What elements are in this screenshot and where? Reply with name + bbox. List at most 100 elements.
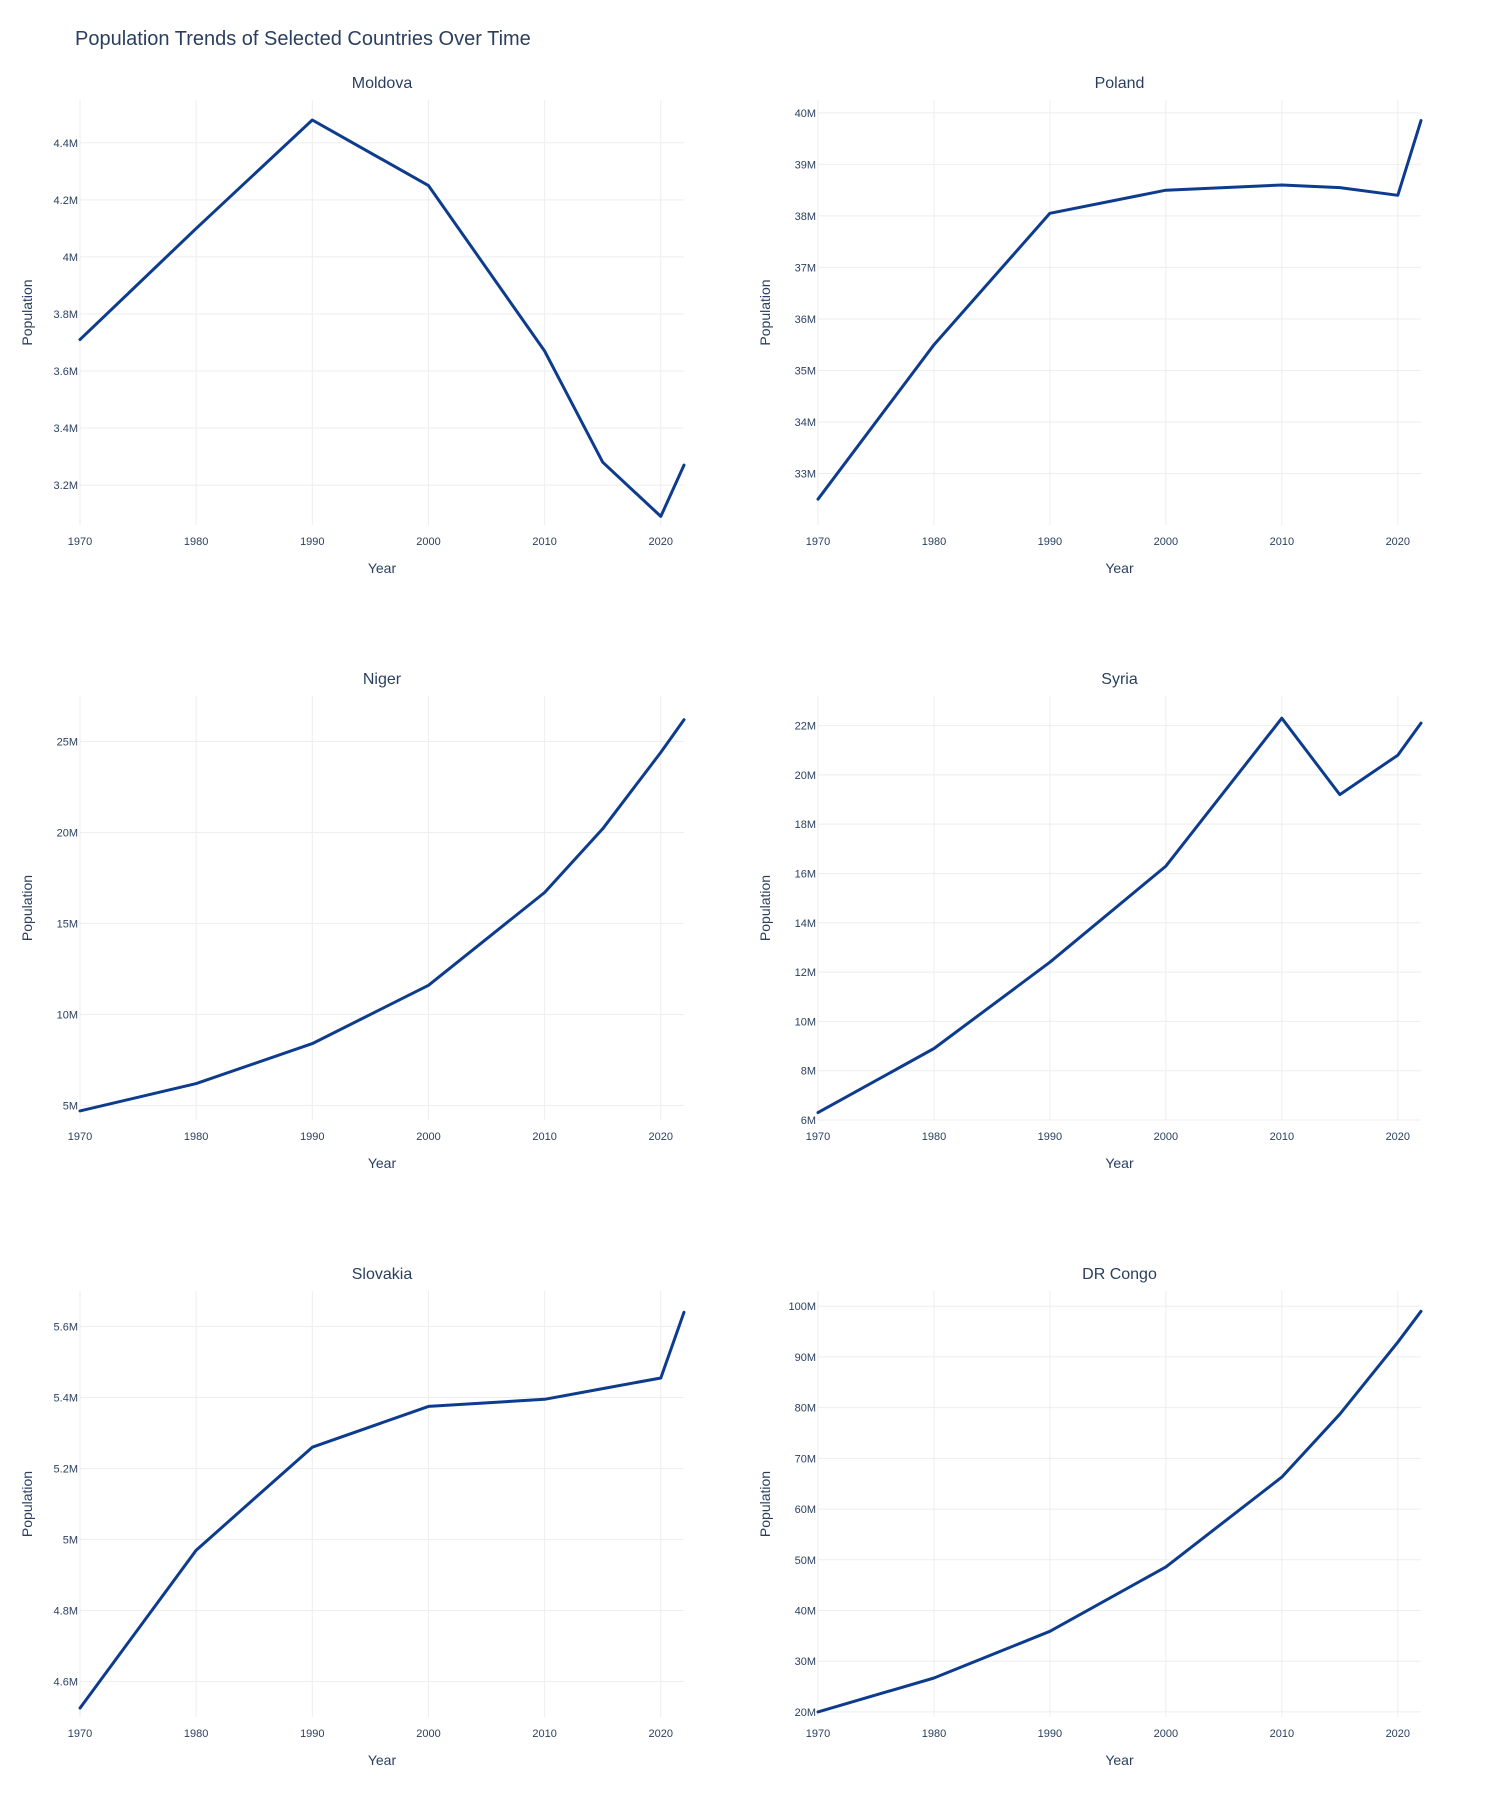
x-tick-label: 1980	[922, 1728, 946, 1740]
y-tick-label: 30M	[795, 1656, 816, 1668]
panel-title: Syria	[1101, 671, 1138, 688]
x-axis-title: Year	[368, 1155, 397, 1171]
x-tick-label: 2000	[1154, 1728, 1178, 1740]
y-tick-label: 4M	[63, 252, 78, 264]
y-tick-label: 37M	[795, 262, 816, 274]
x-axis-title: Year	[1105, 1155, 1134, 1171]
y-tick-label: 14M	[795, 918, 816, 930]
x-tick-label: 2020	[1386, 1131, 1410, 1143]
y-tick-label: 38M	[795, 211, 816, 223]
y-tick-label: 100M	[788, 1301, 816, 1313]
x-tick-label: 1970	[806, 1728, 830, 1740]
y-axis-title: Population	[757, 875, 773, 941]
x-tick-label: 2000	[416, 1131, 440, 1143]
y-axis-title: Population	[757, 279, 773, 345]
series-line	[816, 716, 1423, 1115]
y-tick-label: 4.8M	[54, 1606, 78, 1618]
y-tick-label: 20M	[795, 1707, 816, 1719]
y-tick-label: 20M	[57, 827, 78, 839]
y-tick-label: 36M	[795, 314, 816, 326]
y-tick-label: 18M	[795, 819, 816, 831]
y-tick-label: 50M	[795, 1555, 816, 1567]
y-tick-label: 3.2M	[54, 480, 78, 492]
panel-moldova: 1970 1980 1990 2000 2010 2020 3.2M 3.4M 3.6M 3.8M…	[19, 75, 686, 576]
y-tick-label: 35M	[795, 365, 816, 377]
y-tick-label: 33M	[795, 468, 816, 480]
y-tick-label: 5.6M	[54, 1322, 78, 1334]
x-tick-label: 1970	[68, 536, 92, 548]
panel-title: Niger	[363, 671, 402, 688]
y-tick-label: 40M	[795, 108, 816, 120]
y-tick-label: 3.4M	[54, 423, 78, 435]
x-tick-label: 2000	[416, 536, 440, 548]
x-tick-label: 2000	[1154, 536, 1178, 548]
y-tick-label: 90M	[795, 1352, 816, 1364]
x-tick-label: 1990	[300, 1131, 324, 1143]
x-tick-label: 2010	[1270, 536, 1294, 548]
x-tick-label: 1990	[1038, 536, 1062, 548]
panel-title: Poland	[1095, 75, 1145, 92]
panel-title: DR Congo	[1082, 1266, 1157, 1283]
y-tick-label: 8M	[801, 1066, 816, 1078]
x-tick-label: 2020	[1386, 1728, 1410, 1740]
series-line	[816, 1309, 1423, 1714]
x-tick-label: 1980	[922, 536, 946, 548]
y-tick-label: 20M	[795, 770, 816, 782]
series-line	[78, 118, 686, 518]
y-tick-label: 5M	[63, 1535, 78, 1547]
x-tick-label: 1980	[922, 1131, 946, 1143]
x-tick-label: 2020	[649, 1728, 673, 1740]
y-tick-label: 6M	[801, 1115, 816, 1127]
y-tick-label: 40M	[795, 1606, 816, 1618]
panel-poland: 1970 1980 1990 2000 2010 2020 33M 34M 35M 36M 37M 3…	[757, 75, 1423, 576]
panel-dr-congo: 1970 1980 1990 2000 2010 2020 20M 30M 40M 50M 60M 7…	[757, 1266, 1423, 1768]
panel-syria: 1970 1980 1990 2000 2010 2020 6M 8M 10M 12M 14M 16M…	[757, 671, 1423, 1171]
x-axis-title: Year	[368, 560, 397, 576]
x-tick-label: 1990	[1038, 1131, 1062, 1143]
x-tick-label: 1970	[806, 1131, 830, 1143]
figure-title: Population Trends of Selected Countries …	[75, 28, 531, 50]
panel-niger: 1970 1980 1990 2000 2010 2020 5M 10M 15M 20M 25M Ni…	[19, 671, 686, 1171]
y-tick-label: 60M	[795, 1504, 816, 1516]
series-line	[816, 119, 1423, 501]
y-tick-label: 5.4M	[54, 1393, 78, 1405]
y-axis-title: Population	[19, 279, 35, 345]
y-tick-label: 4.2M	[54, 195, 78, 207]
x-tick-label: 2000	[1154, 1131, 1178, 1143]
x-tick-label: 2010	[1270, 1131, 1294, 1143]
y-tick-label: 70M	[795, 1453, 816, 1465]
y-tick-label: 12M	[795, 967, 816, 979]
x-tick-label: 2010	[532, 536, 556, 548]
y-axis-title: Population	[19, 1471, 35, 1537]
y-tick-label: 10M	[57, 1009, 78, 1021]
x-tick-label: 1990	[1038, 1728, 1062, 1740]
x-tick-label: 1990	[300, 536, 324, 548]
x-axis-title: Year	[368, 1752, 397, 1768]
x-tick-label: 1990	[300, 1728, 324, 1740]
x-tick-label: 1980	[184, 1131, 208, 1143]
y-tick-label: 22M	[795, 721, 816, 733]
x-tick-label: 2020	[1386, 536, 1410, 548]
x-axis-title: Year	[1105, 1752, 1134, 1768]
y-tick-label: 3.6M	[54, 366, 78, 378]
x-tick-label: 2010	[1270, 1728, 1294, 1740]
y-tick-label: 16M	[795, 868, 816, 880]
series-line	[78, 1310, 686, 1710]
x-axis-title: Year	[1105, 560, 1134, 576]
y-axis-title: Population	[19, 875, 35, 941]
x-tick-label: 2020	[649, 1131, 673, 1143]
x-tick-label: 1970	[68, 1131, 92, 1143]
y-tick-label: 5.2M	[54, 1464, 78, 1476]
y-tick-label: 39M	[795, 159, 816, 171]
y-tick-label: 25M	[57, 736, 78, 748]
series-line	[78, 718, 686, 1113]
x-tick-label: 2010	[532, 1131, 556, 1143]
y-tick-label: 10M	[795, 1016, 816, 1028]
y-tick-label: 4.6M	[54, 1677, 78, 1689]
panel-slovakia: 1970 1980 1990 2000 2010 2020 4.6M 4.8M 5M 5.2M 5.…	[19, 1266, 686, 1768]
y-tick-label: 15M	[57, 918, 78, 930]
x-tick-label: 1980	[184, 1728, 208, 1740]
panel-title: Moldova	[352, 75, 413, 92]
y-tick-label: 4.4M	[54, 138, 78, 150]
